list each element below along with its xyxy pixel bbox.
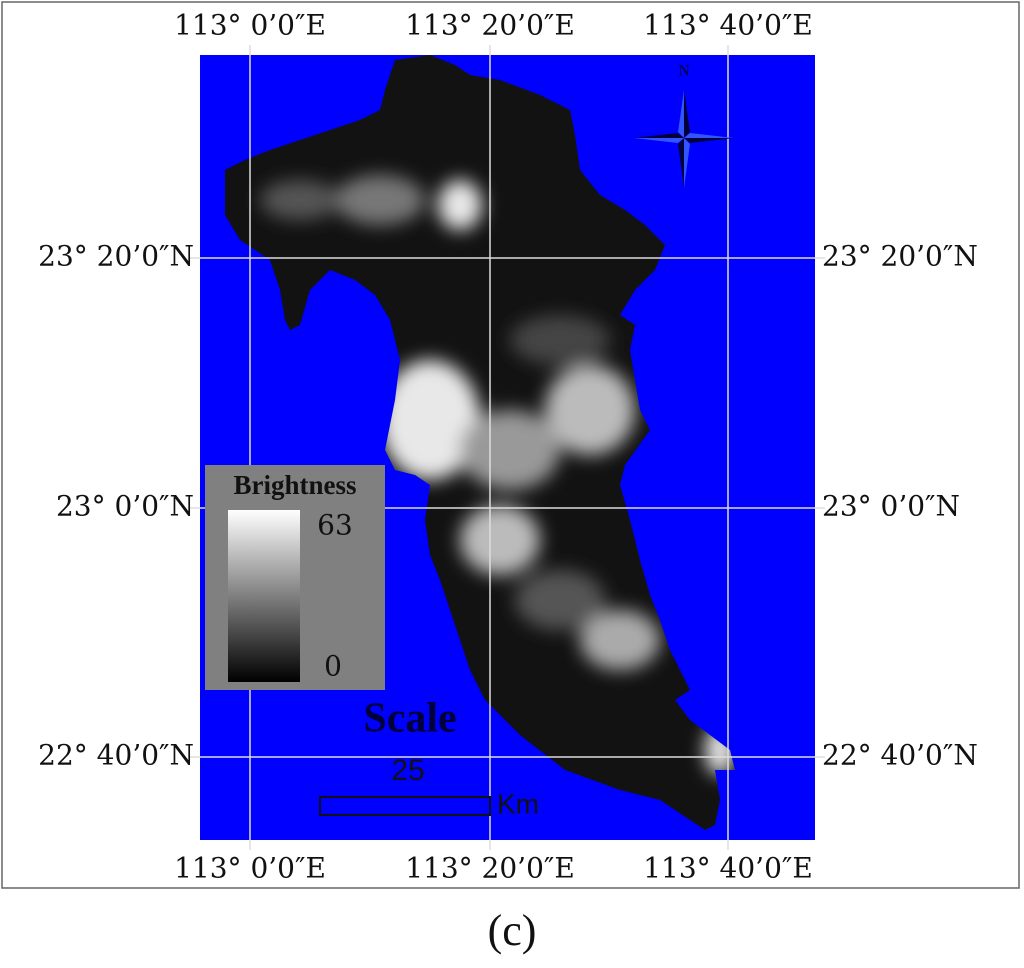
lat-label-right: 23° 0’0″N — [822, 490, 960, 523]
legend-title: Brightness — [233, 470, 356, 500]
legend-max: 63 — [317, 509, 353, 542]
lat-label-left: 22° 40’0″N — [38, 739, 194, 772]
legend-min: 0 — [324, 650, 342, 683]
lat-label-right: 22° 40’0″N — [822, 739, 978, 772]
graticule — [190, 45, 825, 850]
scale-value: 25 — [391, 754, 424, 787]
lon-label-top: 113° 20’0″E — [405, 9, 575, 42]
lon-label-bottom: 113° 0’0″E — [174, 852, 326, 885]
lon-label-top: 113° 40’0″E — [643, 9, 813, 42]
legend-ramp — [228, 510, 300, 682]
lon-label-bottom: 113° 20’0″E — [405, 852, 575, 885]
frame — [1, 1, 1020, 889]
north-arrow — [634, 90, 734, 188]
lon-label-top: 113° 0’0″E — [174, 9, 326, 42]
scale-unit: Km — [497, 788, 539, 819]
scale-title: Scale — [363, 696, 456, 742]
lon-label-bottom: 113° 40’0″E — [643, 852, 813, 885]
scale-bar — [319, 796, 491, 816]
lat-label-right: 23° 20’0″N — [822, 240, 978, 273]
lat-label-left: 23° 0’0″N — [56, 490, 194, 523]
caption: (c) — [488, 906, 537, 955]
lat-label-left: 23° 20’0″N — [38, 240, 194, 273]
north-label: N — [678, 63, 690, 80]
